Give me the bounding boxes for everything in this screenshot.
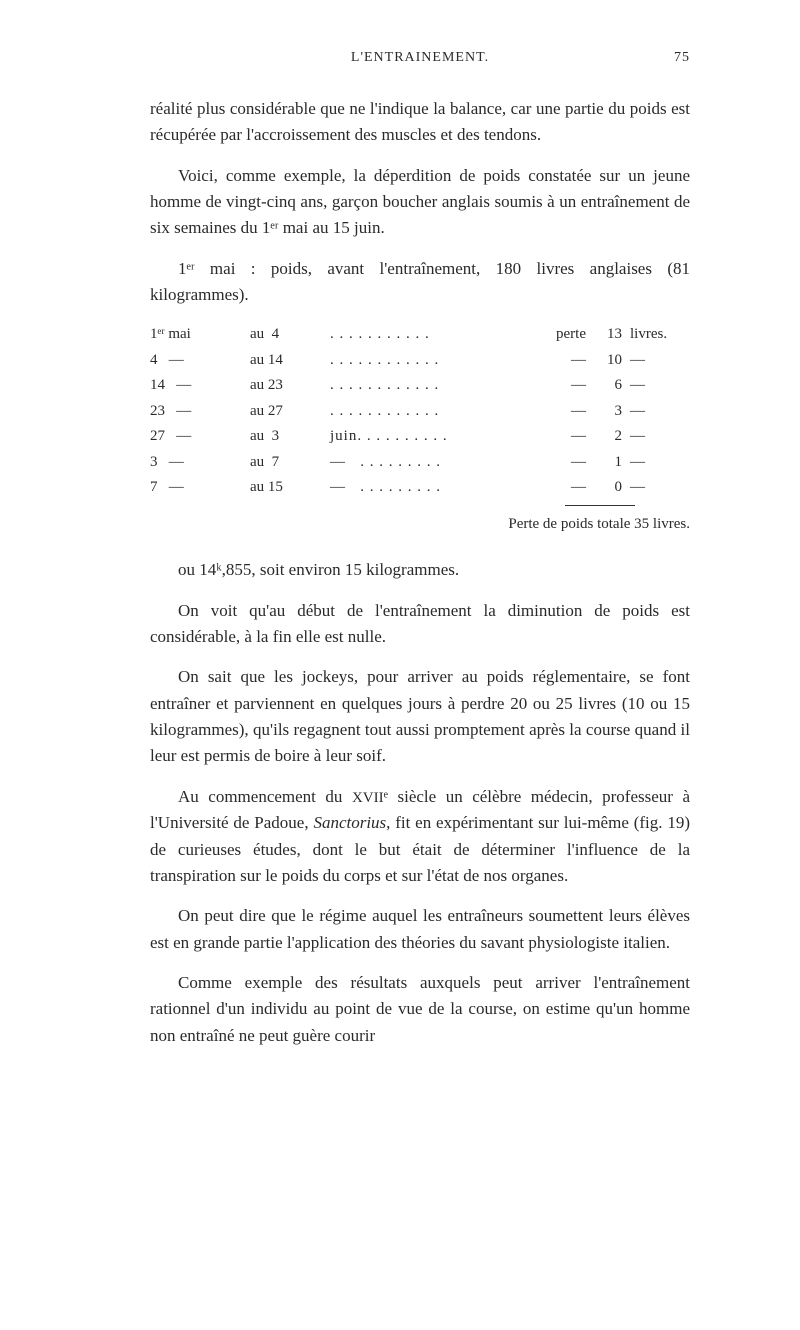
running-head: L'ENTRAINEMENT. 75 bbox=[150, 50, 690, 66]
paragraph-2: Voici, comme exemple, la déperdition de … bbox=[150, 163, 690, 242]
paragraph-6: On sait que les jockeys, pour arriver au… bbox=[150, 664, 690, 769]
paragraph-9: Comme exemple des résultats auxquels peu… bbox=[150, 970, 690, 1049]
table-row: 1ᵉʳ maiau 4. . . . . . . . . . .perte13l… bbox=[150, 322, 690, 348]
para7-part-a: Au commencement du bbox=[178, 787, 352, 806]
paragraph-8: On peut dire que le régime auquel les en… bbox=[150, 903, 690, 956]
paragraph-3: 1ᵉʳ mai : poids, avant l'entraînement, 1… bbox=[150, 256, 690, 309]
para7-sanctorius: Sanctorius bbox=[313, 813, 386, 832]
paragraph-5: On voit qu'au début de l'entraînement la… bbox=[150, 598, 690, 651]
table-rule bbox=[565, 505, 635, 506]
table-row: 7 —au 15— . . . . . . . . .—0— bbox=[150, 475, 690, 501]
paragraph-7: Au commencement du XVIIᵉ siècle un célèb… bbox=[150, 784, 690, 889]
table-row: 14 —au 23. . . . . . . . . . . .—6— bbox=[150, 373, 690, 399]
table-row: 23 —au 27. . . . . . . . . . . .—3— bbox=[150, 399, 690, 425]
weight-loss-table: 1ᵉʳ maiau 4. . . . . . . . . . .perte13l… bbox=[150, 322, 690, 537]
header-spacer bbox=[150, 50, 190, 66]
page: L'ENTRAINEMENT. 75 réalité plus considér… bbox=[0, 0, 800, 1330]
paragraph-4: ou 14ᵏ,855, soit environ 15 kilogrammes. bbox=[150, 557, 690, 583]
para7-century: XVII bbox=[352, 790, 384, 806]
table-row: 27 —au 3juin. . . . . . . . . .—2— bbox=[150, 424, 690, 450]
table-row: 3 —au 7— . . . . . . . . .—1— bbox=[150, 450, 690, 476]
table-total: Perte de poids totale 35 livres. bbox=[150, 512, 690, 538]
page-number: 75 bbox=[650, 50, 690, 66]
table-row: 4 —au 14. . . . . . . . . . . .—10— bbox=[150, 348, 690, 374]
paragraph-1: réalité plus considérable que ne l'indiq… bbox=[150, 96, 690, 149]
header-title: L'ENTRAINEMENT. bbox=[190, 50, 650, 66]
